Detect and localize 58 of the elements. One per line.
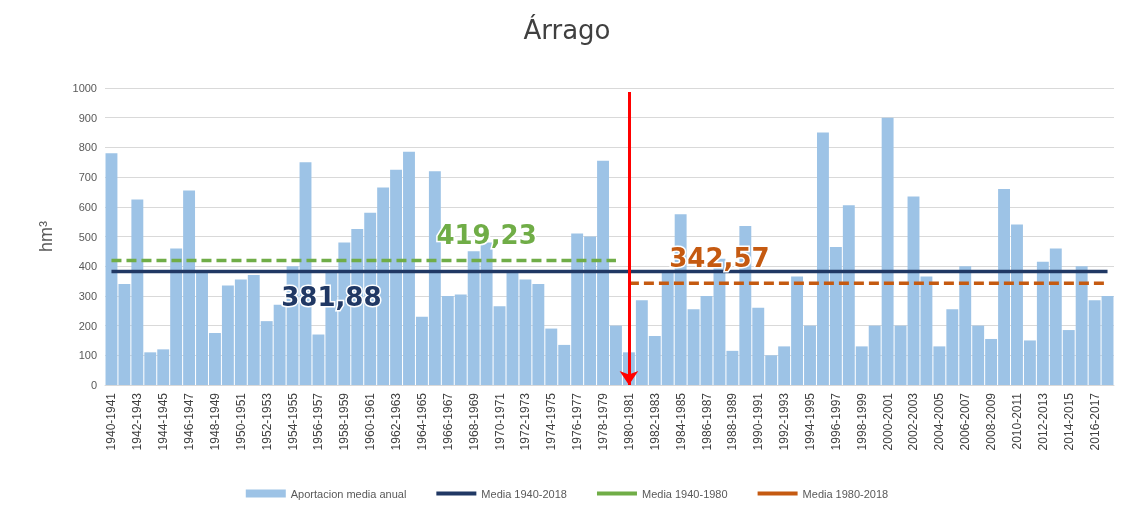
x-tick-label: 1942-1943 (130, 392, 145, 451)
x-tick-label: 1954-1955 (285, 392, 300, 451)
x-tick-label: 1994-1995 (803, 392, 818, 451)
x-tick-label: 2000-2001 (880, 392, 895, 451)
x-tick-label: 1998-1999 (854, 392, 869, 451)
x-tick-label: 1992-1993 (777, 392, 792, 451)
x-tick-label: 2012-2013 (1035, 392, 1050, 451)
x-tick-label: 1978-1979 (596, 392, 611, 451)
legend-label: Media 1940-2018 (481, 487, 567, 500)
x-tick-label: 1988-1989 (725, 392, 740, 451)
x-tick-label: 1984-1985 (673, 392, 688, 451)
y-tick-label: 600 (78, 200, 97, 213)
x-tick-label: 1970-1971 (492, 392, 507, 451)
x-tick-label: 1964-1965 (414, 392, 429, 451)
y-axis-title: hm³ (36, 221, 56, 252)
legend-label: Media 1940-1980 (641, 487, 728, 500)
x-tick-label: 1990-1991 (751, 392, 766, 451)
y-tick-label: 0 (90, 379, 97, 391)
x-tick-label: 1952-1953 (259, 392, 274, 451)
y-tick-label: 500 (78, 230, 97, 243)
y-tick-label: 1000 (72, 82, 97, 94)
x-tick-label: 2006-2007 (958, 392, 973, 451)
x-tick-label: 1956-1957 (311, 392, 326, 451)
x-tick-label: 1982-1983 (647, 392, 662, 451)
y-tick-label: 900 (78, 111, 97, 124)
y-tick-label: 200 (78, 319, 97, 332)
x-tick-label: 1958-1959 (337, 392, 352, 451)
x-tick-label: 2002-2003 (906, 392, 921, 451)
y-tick-label: 400 (78, 260, 97, 273)
x-tick-label: 1980-1981 (621, 392, 636, 451)
y-tick-label: 100 (78, 349, 97, 362)
x-tick-label: 2010-2011 (1009, 392, 1024, 450)
chart-title: Árrago (523, 14, 611, 45)
x-tick-label: 1950-1951 (233, 392, 248, 451)
x-tick-label: 1966-1967 (440, 392, 455, 451)
data-label: 342,57 (669, 243, 770, 274)
x-tick-label: 1948-1949 (207, 392, 222, 451)
x-tick-label: 1996-1997 (828, 392, 843, 451)
legend-label: Aportacion media anual (290, 487, 407, 500)
x-tick-label: 2008-2009 (984, 392, 999, 451)
x-tick-label: 1962-1963 (389, 392, 404, 451)
data-label: 419,23 (436, 220, 537, 251)
x-tick-label: 1946-1947 (182, 392, 197, 451)
legend-label: Media 1980-2018 (802, 487, 889, 500)
x-tick-label: 1974-1975 (544, 392, 559, 451)
x-tick-label: 1940-1941 (104, 392, 119, 451)
x-tick-label: 1944-1945 (156, 392, 171, 451)
x-tick-label: 1968-1969 (466, 392, 481, 451)
x-tick-label: 2014-2015 (1061, 392, 1076, 451)
x-tick-label: 1986-1987 (699, 392, 714, 451)
y-tick-label: 800 (78, 141, 97, 154)
x-tick-label: 2016-2017 (1087, 392, 1102, 451)
y-tick-label: 700 (78, 171, 97, 184)
x-tick-label: 1960-1961 (363, 392, 378, 451)
x-tick-label: 1976-1977 (570, 392, 585, 451)
x-tick-label: 1972-1973 (518, 392, 533, 451)
x-tick-label: 2004-2005 (932, 392, 947, 451)
y-tick-label: 300 (78, 289, 97, 302)
